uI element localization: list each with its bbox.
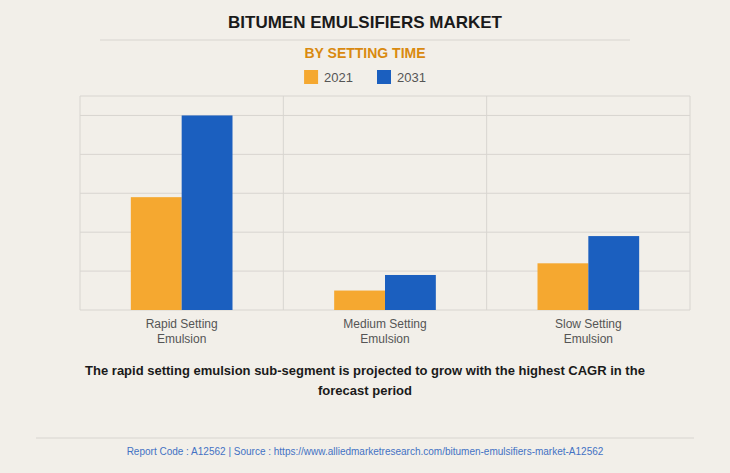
x-tick-labels: Rapid SettingEmulsionMedium SettingEmuls…	[146, 317, 622, 346]
subtitle: BY SETTING TIME	[304, 45, 425, 61]
legend-label: 2021	[324, 70, 353, 85]
bar	[182, 115, 233, 310]
chart-container: BITUMEN EMULSIFIERS MARKET BY SETTING TIM…	[0, 0, 730, 473]
background	[0, 0, 730, 473]
x-tick-label-line: Emulsion	[360, 332, 409, 346]
x-tick-label-line: Emulsion	[157, 332, 206, 346]
bars	[131, 115, 639, 310]
caption: The rapid setting emulsion sub-segment i…	[85, 363, 645, 378]
bar	[538, 263, 589, 310]
legend-item: 2021	[304, 70, 353, 85]
legend-label: 2031	[397, 70, 426, 85]
footer-rule	[36, 438, 694, 439]
legend-swatch	[377, 70, 391, 84]
x-tick-label-line: Rapid Setting	[146, 317, 218, 331]
caption: forecast period	[318, 383, 412, 398]
x-tick-label: Rapid SettingEmulsion	[146, 317, 218, 346]
grid	[80, 96, 690, 310]
bar	[131, 197, 182, 310]
frame-top	[80, 96, 690, 97]
bar	[588, 236, 639, 310]
x-tick-label: Slow SettingEmulsion	[555, 317, 622, 346]
x-tick-label-line: Slow Setting	[555, 317, 622, 331]
frame-right	[690, 96, 691, 310]
group-separator	[486, 96, 487, 310]
title-rule	[100, 40, 630, 41]
legend-item: 2031	[377, 70, 426, 85]
x-tick-label-line: Medium Setting	[343, 317, 426, 331]
bar	[385, 275, 436, 310]
group-separator	[283, 96, 284, 310]
bar	[334, 291, 385, 310]
grid-line	[80, 154, 690, 155]
legend: 2021 2031	[304, 70, 426, 85]
footer: Report Code : A12562 | Source : https://…	[127, 446, 604, 457]
title: BITUMEN EMULSIFIERS MARKET	[228, 13, 503, 32]
x-tick-label-line: Emulsion	[564, 332, 613, 346]
grid-line	[80, 115, 690, 116]
grid-line	[80, 193, 690, 194]
legend-swatch	[304, 70, 318, 84]
chart-svg: BITUMEN EMULSIFIERS MARKET BY SETTING TIM…	[0, 0, 730, 473]
y-axis-line	[80, 96, 81, 310]
x-tick-label: Medium SettingEmulsion	[343, 317, 426, 346]
